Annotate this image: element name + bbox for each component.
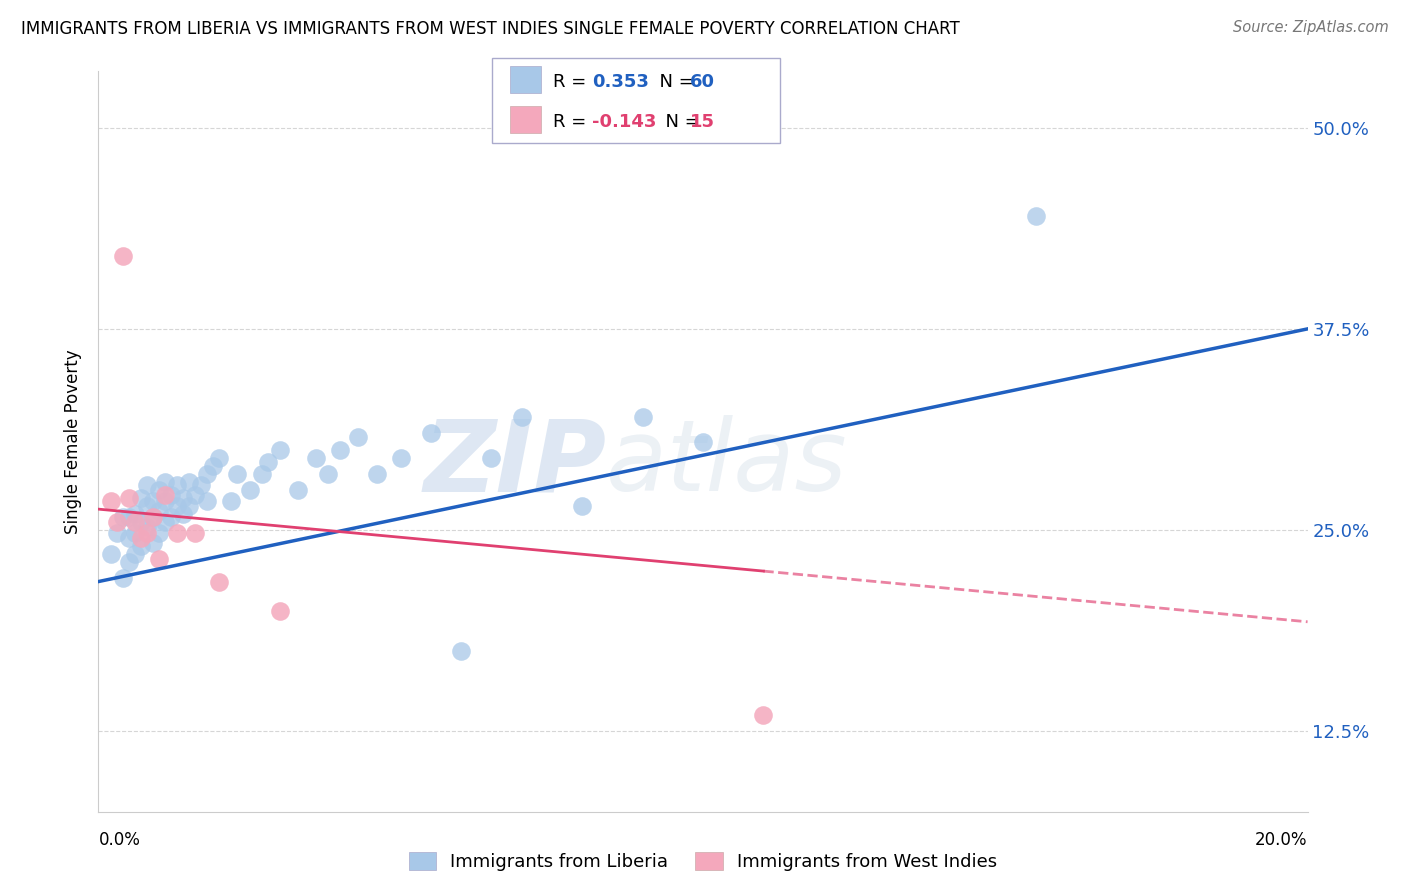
Text: Source: ZipAtlas.com: Source: ZipAtlas.com: [1233, 20, 1389, 35]
Point: [179, 499, 201, 513]
Point: [153, 515, 176, 529]
Point: [118, 555, 141, 569]
Text: 15: 15: [690, 113, 716, 131]
Point: [118, 491, 141, 505]
Point: [329, 442, 352, 457]
Point: [420, 426, 443, 441]
Point: [129, 531, 152, 545]
Point: [256, 455, 278, 469]
Point: [221, 494, 243, 508]
Text: -0.143: -0.143: [592, 113, 657, 131]
Point: [153, 494, 176, 508]
Point: [316, 467, 339, 481]
Point: [135, 520, 157, 534]
Point: [226, 467, 249, 481]
Point: [208, 450, 231, 465]
Point: [148, 552, 170, 566]
Point: [100, 547, 122, 561]
Point: [389, 450, 412, 465]
Point: [190, 478, 212, 492]
Point: [166, 478, 188, 492]
Point: [135, 478, 157, 492]
Point: [105, 526, 128, 541]
Text: atlas: atlas: [606, 416, 848, 512]
Point: [129, 539, 152, 553]
Point: [1024, 209, 1046, 223]
Point: [239, 483, 262, 497]
Point: [631, 410, 654, 425]
Point: [510, 410, 533, 425]
Point: [111, 571, 134, 585]
Point: [135, 499, 157, 513]
Point: [124, 547, 146, 561]
Point: [135, 526, 157, 541]
Point: [142, 510, 165, 524]
Point: [160, 488, 183, 502]
Point: [124, 507, 146, 521]
Point: [142, 536, 165, 550]
Point: [166, 499, 188, 513]
Point: [179, 475, 201, 489]
Point: [195, 467, 218, 481]
Point: [111, 250, 134, 264]
Text: 0.353: 0.353: [592, 73, 648, 91]
Point: [129, 491, 152, 505]
Point: [752, 708, 775, 723]
Point: [269, 442, 291, 457]
Point: [148, 504, 170, 518]
Point: [129, 515, 152, 529]
Point: [202, 458, 225, 473]
Point: [571, 499, 593, 513]
Point: [287, 483, 309, 497]
Point: [142, 510, 165, 524]
Y-axis label: Single Female Poverty: Single Female Poverty: [65, 350, 83, 533]
Point: [160, 510, 183, 524]
Text: 20.0%: 20.0%: [1256, 831, 1308, 849]
Point: [166, 526, 188, 541]
Text: 60: 60: [690, 73, 716, 91]
Point: [366, 467, 388, 481]
Text: R =: R =: [553, 113, 592, 131]
Point: [450, 644, 472, 658]
Point: [184, 526, 207, 541]
Point: [100, 494, 122, 508]
Point: [148, 526, 170, 541]
Point: [142, 494, 165, 508]
Point: [124, 515, 146, 529]
Text: IMMIGRANTS FROM LIBERIA VS IMMIGRANTS FROM WEST INDIES SINGLE FEMALE POVERTY COR: IMMIGRANTS FROM LIBERIA VS IMMIGRANTS FR…: [21, 20, 960, 37]
Point: [105, 515, 128, 529]
Point: [481, 450, 503, 465]
Point: [347, 430, 370, 444]
Point: [184, 488, 207, 502]
Point: [692, 434, 714, 449]
Point: [195, 494, 218, 508]
Legend: Immigrants from Liberia, Immigrants from West Indies: Immigrants from Liberia, Immigrants from…: [402, 845, 1004, 879]
Point: [250, 467, 273, 481]
Text: ZIP: ZIP: [423, 416, 606, 512]
Point: [305, 450, 328, 465]
Point: [172, 507, 194, 521]
Point: [208, 574, 231, 589]
Point: [153, 488, 176, 502]
Point: [118, 510, 141, 524]
Point: [269, 603, 291, 617]
Point: [172, 491, 194, 505]
Point: [118, 531, 141, 545]
Text: R =: R =: [553, 73, 592, 91]
Point: [124, 526, 146, 541]
Text: N =: N =: [648, 73, 700, 91]
Text: 0.0%: 0.0%: [98, 831, 141, 849]
Point: [111, 510, 134, 524]
Point: [153, 475, 176, 489]
Point: [148, 483, 170, 497]
Text: N =: N =: [654, 113, 706, 131]
